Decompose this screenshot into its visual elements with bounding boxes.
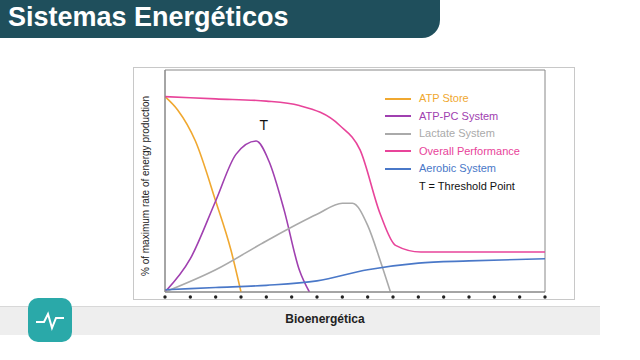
html-text:T = Threshold Point: T = Threshold Point bbox=[419, 179, 515, 192]
html-text:Lactate System: Lactate System bbox=[419, 127, 495, 139]
html-text:ATP-PC System: ATP-PC System bbox=[419, 109, 499, 122]
html-text:Overall Performance: Overall Performance bbox=[419, 144, 520, 157]
html-text:ATP Store: ATP Store bbox=[419, 92, 469, 104]
html-text:Sistemas Energéticos: Sistemas Energéticos bbox=[8, 2, 289, 32]
html-text:Aerobic System: Aerobic System bbox=[419, 162, 496, 174]
html-text:Bioenergética: Bioenergética bbox=[285, 312, 365, 326]
svg-text:T: T bbox=[260, 117, 269, 133]
svg-text:% of maximum rate of energy pr: % of maximum rate of energy production bbox=[140, 96, 151, 276]
